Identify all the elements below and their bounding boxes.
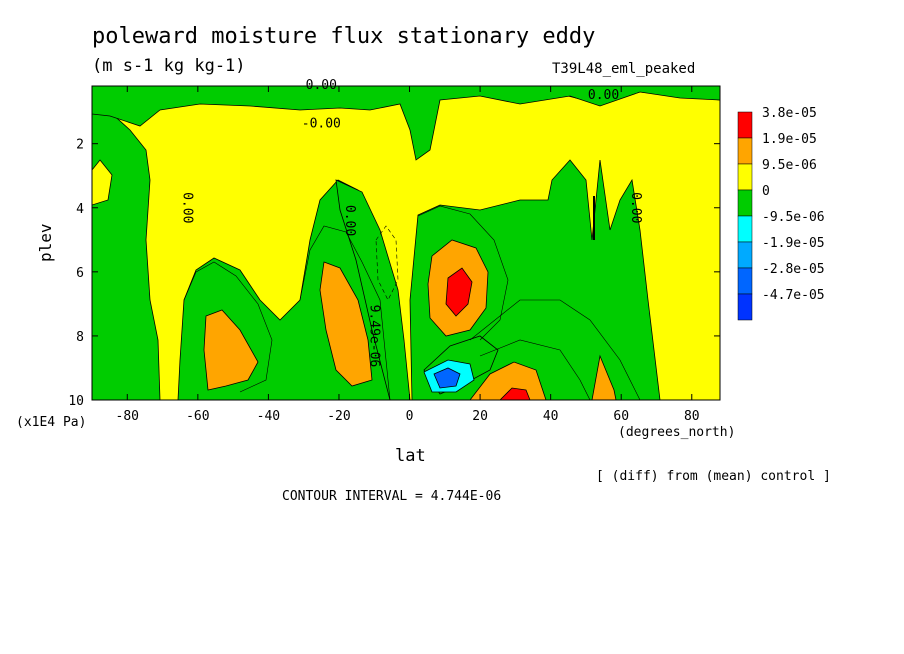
x-tick-label: -80 xyxy=(116,409,139,424)
y-axis-ticks: 2 4 6 8 10 xyxy=(68,138,720,409)
contour-label: 0.00 xyxy=(628,192,643,223)
legend-label: 0 xyxy=(762,184,770,199)
x-tick-label: 0 xyxy=(406,409,414,424)
contour-line-3 xyxy=(417,205,509,341)
x-tick-label: 20 xyxy=(472,409,488,424)
contour-label: 0.00 xyxy=(588,88,619,103)
y-tick-label: 2 xyxy=(76,138,84,153)
x-axis-unit: (degrees_north) xyxy=(618,425,736,440)
x-axis-ticks: -80 -60 -40 -20 0 20 40 60 80 xyxy=(116,86,700,424)
contour-interval: CONTOUR INTERVAL = 4.744E-06 xyxy=(282,489,502,504)
contour-line-5 xyxy=(479,339,591,400)
field-green-upper-band xyxy=(92,86,720,161)
field-red-low-north xyxy=(499,387,531,400)
legend-swatch xyxy=(737,293,753,321)
contour-label: -0.00 xyxy=(302,117,341,132)
field-orange-sixty xyxy=(591,354,617,400)
legend-swatch xyxy=(737,267,753,295)
contour-labels: 0.00 0.00 -0.00 0.00 0.00 0.00 9.49e-06 xyxy=(180,78,643,367)
legend-label: 3.8e-05 xyxy=(762,106,817,121)
x-tick-label: -40 xyxy=(257,409,280,424)
legend-swatch xyxy=(737,189,753,217)
run-label: T39L48_eml_peaked xyxy=(552,61,696,77)
x-axis-label: lat xyxy=(395,446,426,466)
chart-units: (m s-1 kg kg-1) xyxy=(92,56,246,76)
field-blue-min xyxy=(433,367,461,389)
contour-label: 0.00 xyxy=(180,192,195,223)
field-yellow-patch-1 xyxy=(92,159,113,206)
legend-swatch xyxy=(737,111,753,139)
legend-label: -1.9e-05 xyxy=(762,236,825,251)
field-orange-south-2 xyxy=(319,261,373,387)
legend-label: -9.5e-06 xyxy=(762,210,825,225)
legend-swatch xyxy=(737,241,753,269)
contour-line-4 xyxy=(469,299,641,400)
chart-title: poleward moisture flux stationary eddy xyxy=(92,24,596,49)
legend-swatch xyxy=(737,137,753,165)
contour-label: 0.00 xyxy=(342,205,357,236)
field-orange-low-north xyxy=(469,361,547,400)
x-tick-label: 60 xyxy=(613,409,629,424)
legend-label: -2.8e-05 xyxy=(762,262,825,277)
contour-line-2 xyxy=(299,225,391,400)
contour-fields xyxy=(92,86,720,400)
x-tick-label: -60 xyxy=(186,409,209,424)
y-tick-label: 4 xyxy=(76,202,84,217)
plot-frame xyxy=(91,85,721,401)
legend-label: 9.5e-06 xyxy=(762,158,817,173)
x-tick-label: 40 xyxy=(543,409,559,424)
contour-label: 0.00 xyxy=(306,78,337,93)
field-green-tongue-south xyxy=(335,179,411,400)
x-tick-label: -20 xyxy=(327,409,350,424)
diff-note: [ (diff) from (mean) control ] xyxy=(596,469,831,484)
legend-swatch xyxy=(737,163,753,191)
contour-line-dashed xyxy=(375,225,399,301)
legend-swatch xyxy=(737,215,753,243)
legend-label: 1.9e-05 xyxy=(762,132,817,147)
y-tick-label: 8 xyxy=(76,330,84,345)
x-tick-label: 80 xyxy=(684,409,700,424)
contour-label: 9.49e-06 xyxy=(367,305,382,368)
y-axis-unit: (x1E4 Pa) xyxy=(16,415,87,430)
contour-line-1 xyxy=(183,261,273,393)
y-tick-label: 6 xyxy=(76,266,84,281)
color-legend: 3.8e-05 1.9e-05 9.5e-06 0 -9.5e-06 -1.9e-05 -2… xyxy=(737,106,825,321)
y-tick-label: 10 xyxy=(68,394,84,409)
field-orange-south-1 xyxy=(203,309,259,391)
legend-label: -4.7e-05 xyxy=(762,288,825,303)
field-red-north-core xyxy=(445,267,473,317)
